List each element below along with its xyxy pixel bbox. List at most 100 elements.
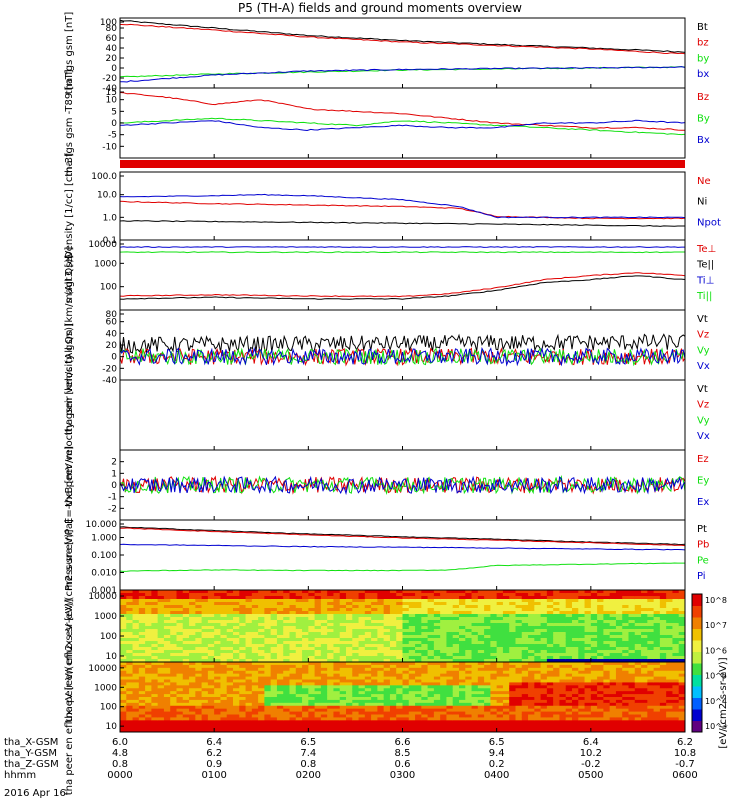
heatmap-cell <box>295 611 303 615</box>
heatmap-cell <box>195 647 203 651</box>
heatmap-cell <box>609 617 617 621</box>
heatmap-cell <box>207 653 215 657</box>
heatmap-cell <box>590 676 598 680</box>
heatmap-cell <box>546 667 554 672</box>
heatmap-cell <box>471 647 479 651</box>
heatmap-cell <box>490 711 498 715</box>
heatmap-cell <box>490 656 498 660</box>
heatmap-cell <box>396 697 403 701</box>
heatmap-cell <box>672 590 680 594</box>
heatmap-cell <box>163 602 171 606</box>
heatmap-cell <box>502 679 510 683</box>
heatmap-cell <box>346 626 353 630</box>
heatmap-cell <box>327 629 334 633</box>
heatmap-cell <box>151 691 159 695</box>
heatmap-cell <box>528 611 535 615</box>
heatmap-cell <box>195 617 203 621</box>
heatmap-cell <box>163 720 171 724</box>
heatmap-cell <box>189 608 196 612</box>
heatmap-cell <box>327 679 334 683</box>
heatmap-cell <box>647 614 655 618</box>
heatmap-cell <box>201 685 209 689</box>
heatmap-cell <box>402 705 410 710</box>
heatmap-cell <box>251 688 259 692</box>
heatmap-cell <box>553 641 560 645</box>
heatmap-cell <box>597 708 604 713</box>
y-tick-label: 40 <box>106 44 118 54</box>
heatmap-cell <box>283 688 290 692</box>
heatmap-cell <box>603 596 611 600</box>
heatmap-cell <box>415 667 422 672</box>
heatmap-cell <box>120 590 127 594</box>
heatmap-cell <box>572 723 579 727</box>
y-tick-label: 80 <box>106 310 118 320</box>
heatmap-cell <box>490 664 498 669</box>
heatmap-cell <box>389 599 397 603</box>
heatmap-cell <box>490 694 498 698</box>
heatmap-cell <box>151 641 159 645</box>
heatmap-cell <box>427 673 435 678</box>
heatmap-cell <box>415 623 422 627</box>
heatmap-cell <box>678 726 686 730</box>
heatmap-cell <box>251 667 259 672</box>
heatmap-cell <box>346 670 353 675</box>
heatmap-cell <box>276 626 284 630</box>
heatmap-cell <box>126 602 134 606</box>
heatmap-cell <box>534 635 542 639</box>
heatmap-cell <box>484 726 491 730</box>
heatmap-cell <box>308 673 316 678</box>
heatmap-cell <box>459 620 466 624</box>
y-tick-label: 0 <box>111 119 117 129</box>
heatmap-cell <box>678 635 686 639</box>
heatmap-cell <box>496 662 504 666</box>
heatmap-cell <box>477 620 485 624</box>
heatmap-cell <box>371 650 378 654</box>
heatmap-cell <box>452 614 460 618</box>
heatmap-cell <box>276 694 284 698</box>
heatmap-cell <box>597 644 604 648</box>
heatmap-cell <box>572 596 579 600</box>
heatmap-cell <box>371 676 378 680</box>
heatmap-cell <box>628 705 636 710</box>
heatmap-cell <box>207 593 215 597</box>
heatmap-cell <box>195 711 203 715</box>
heatmap-cell <box>584 714 592 718</box>
heatmap-cell <box>584 659 592 663</box>
heatmap-cell <box>283 708 290 713</box>
heatmap-cell <box>578 670 586 675</box>
heatmap-cell <box>327 714 334 718</box>
heatmap-cell <box>509 714 516 718</box>
heatmap-cell <box>402 620 410 624</box>
heatmap-cell <box>170 670 177 675</box>
heatmap-cell <box>176 662 184 666</box>
heatmap-cell <box>258 602 265 606</box>
heatmap-cell <box>622 670 629 675</box>
heatmap-cell <box>509 614 516 618</box>
heatmap-cell <box>233 602 240 606</box>
heatmap-cell <box>302 611 309 615</box>
heatmap-cell <box>509 705 516 710</box>
heatmap-cell <box>120 664 127 669</box>
heatmap-cell <box>572 605 579 609</box>
y-tick-label: 1000 <box>94 612 117 622</box>
heatmap-cell <box>352 697 360 701</box>
heatmap-cell <box>396 641 403 645</box>
heatmap-cell <box>597 702 604 707</box>
heatmap-cell <box>364 602 372 606</box>
heatmap-cell <box>195 638 203 642</box>
heatmap-cell <box>572 650 579 654</box>
heatmap-cell <box>402 623 410 627</box>
heatmap-cell <box>496 679 504 683</box>
heatmap-cell <box>358 685 366 689</box>
heatmap-cell <box>226 593 234 597</box>
heatmap-cell <box>314 602 322 606</box>
heatmap-cell <box>371 641 378 645</box>
heatmap-cell <box>622 653 629 657</box>
heatmap-cell <box>389 662 397 666</box>
heatmap-cell <box>295 694 303 698</box>
heatmap-cell <box>289 647 297 651</box>
heatmap-cell <box>440 596 447 600</box>
heatmap-cell <box>559 623 567 627</box>
heatmap-cell <box>308 702 316 707</box>
heatmap-cell <box>270 641 278 645</box>
